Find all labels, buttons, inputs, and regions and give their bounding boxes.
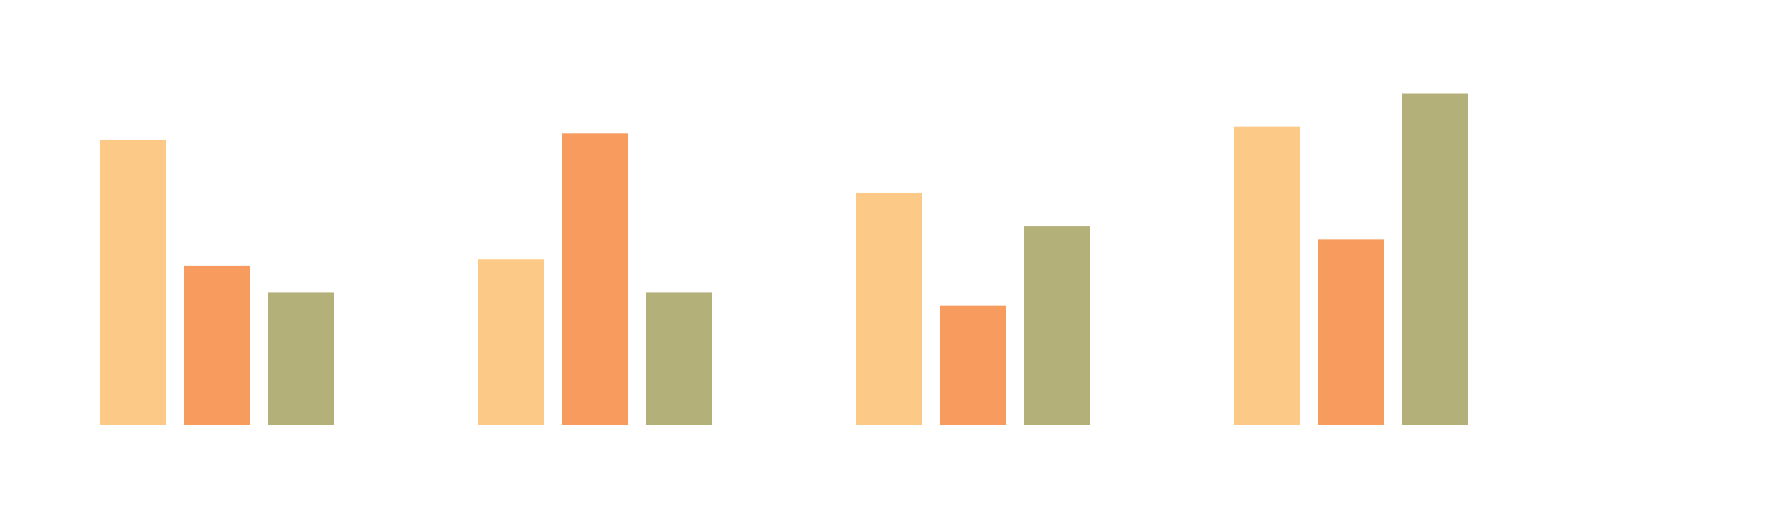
bar-group-2-series-3 — [646, 292, 712, 425]
bar-group-2-series-1 — [478, 259, 544, 425]
bar-group-4-series-2 — [1318, 239, 1384, 425]
bar-group-3-series-3 — [1024, 226, 1090, 425]
bar-group-3-series-2 — [940, 305, 1006, 425]
bar-group-4-series-3 — [1402, 93, 1468, 425]
bar-group-1-series-1 — [100, 139, 166, 426]
bar-group-1-series-3 — [268, 292, 334, 425]
bar-group-1-series-2 — [184, 265, 250, 425]
bar-group-4-series-1 — [1234, 126, 1300, 426]
bar-group-2-series-2 — [562, 133, 628, 425]
bar-group-3-series-1 — [856, 192, 922, 425]
